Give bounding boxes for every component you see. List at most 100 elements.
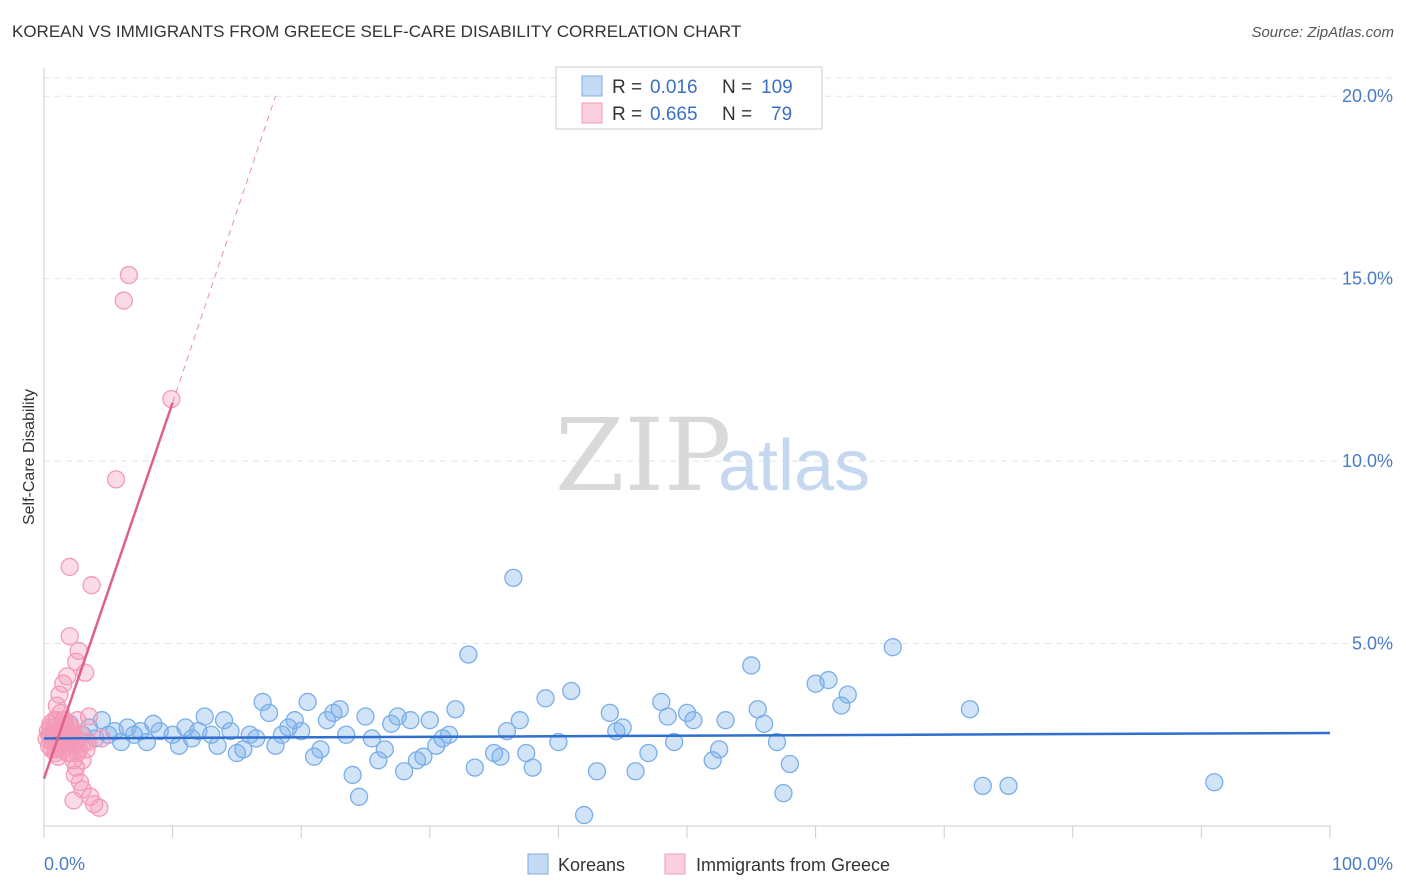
greece-point-24 — [68, 711, 87, 730]
korean-point-78 — [613, 718, 632, 737]
korean-point-32 — [259, 703, 279, 723]
legend-n-value-greece: 79 — [771, 104, 792, 125]
bottom-legend-swatch-greece — [664, 853, 686, 875]
korean-point-53 — [394, 762, 414, 781]
trend-line-greece — [42, 402, 174, 779]
trend-lines — [42, 96, 1331, 779]
chart-title: KOREAN VS IMMIGRANTS FROM GREECE SELF-CA… — [12, 22, 742, 41]
korean-point-98 — [838, 685, 857, 704]
series-legend: Koreans Immigrants from Greece — [527, 853, 890, 875]
chart-source: Source: ZipAtlas.com — [1251, 24, 1394, 41]
korean-point-31 — [253, 692, 272, 712]
watermark-zip: ZIP — [555, 397, 731, 514]
greece-point-70 — [65, 765, 85, 785]
korean-point-76 — [600, 703, 619, 723]
korean-point-71 — [536, 689, 555, 708]
korean-point-93 — [774, 784, 793, 803]
korean-point-38 — [298, 692, 317, 712]
greece-point-51 — [50, 685, 69, 704]
korean-point-91 — [755, 714, 774, 733]
korean-point-67 — [504, 568, 523, 588]
korean-point-101 — [973, 776, 992, 796]
korean-point-70 — [523, 758, 542, 777]
legend-r-value-greece: 0.665 — [650, 104, 698, 125]
korean-point-26 — [221, 721, 240, 741]
greece-point-58 — [79, 707, 99, 726]
trend-line-greece-extension — [172, 96, 276, 403]
trend-line-koreans — [43, 731, 1331, 740]
korean-point-48 — [362, 729, 382, 748]
legend-swatch-koreans — [581, 75, 603, 97]
korean-point-51 — [382, 714, 401, 733]
korean-point-41 — [317, 711, 337, 730]
bottom-legend-swatch-koreans — [527, 853, 549, 875]
legend-n-label-koreans: N = — [722, 77, 752, 98]
axes — [43, 68, 1331, 838]
legend-swatch-greece — [581, 102, 603, 124]
korean-point-24 — [208, 736, 227, 755]
greece-point-63 — [114, 291, 133, 310]
korean-point-103 — [1205, 773, 1224, 792]
y-axis-label: Self-Care Disability — [21, 389, 38, 525]
korean-point-49 — [369, 751, 388, 770]
korean-point-82 — [658, 707, 677, 726]
korean-point-63 — [465, 758, 484, 777]
korean-point-102 — [999, 776, 1018, 796]
korean-point-37 — [292, 721, 311, 741]
greece-point-60 — [60, 557, 79, 577]
korean-point-47 — [356, 707, 375, 726]
series-koreans-points — [41, 568, 1224, 825]
korean-point-62 — [459, 645, 478, 664]
korean-point-61 — [446, 700, 465, 719]
korean-point-39 — [304, 747, 324, 766]
greece-point-72 — [77, 740, 96, 759]
korean-point-54 — [401, 711, 420, 730]
korean-point-89 — [742, 656, 761, 675]
korean-point-40 — [311, 740, 330, 759]
korean-point-86 — [703, 751, 722, 770]
y-tick-label-3: 20.0% — [1342, 86, 1393, 106]
korean-point-22 — [195, 707, 214, 726]
greece-point-66 — [64, 791, 83, 810]
korean-point-50 — [375, 740, 394, 759]
korean-point-60 — [439, 725, 459, 744]
korean-point-65 — [491, 747, 510, 766]
y-tick-label-0: 5.0% — [1352, 634, 1393, 654]
y-tick-label-1: 10.0% — [1342, 451, 1393, 471]
korean-point-80 — [639, 743, 658, 763]
korean-point-100 — [960, 700, 980, 719]
legend-r-label-greece: R = — [612, 104, 642, 125]
korean-point-23 — [202, 725, 221, 744]
x-tick-label-1: 100.0% — [1332, 854, 1393, 874]
grid-lines — [44, 77, 1395, 645]
korean-point-36 — [285, 711, 304, 730]
korean-point-25 — [214, 711, 234, 730]
greece-point-54 — [60, 627, 79, 646]
legend-r-label-koreans: R = — [612, 77, 642, 98]
korean-point-96 — [819, 670, 838, 690]
y-tick-labels: 5.0% 10.0% 15.0% 20.0% — [1342, 86, 1393, 653]
korean-point-83 — [664, 732, 684, 752]
greece-point-23 — [67, 758, 86, 777]
x-tick-labels: 0.0% 100.0% — [44, 854, 1393, 874]
korean-point-72 — [549, 732, 568, 752]
legend-n-value-koreans: 109 — [761, 77, 793, 98]
greece-point-50 — [47, 696, 67, 715]
bottom-legend-greece: Immigrants from Greece — [696, 855, 890, 875]
korean-point-56 — [414, 747, 433, 766]
korean-point-87 — [710, 740, 729, 759]
greece-point-62 — [106, 470, 126, 489]
korean-point-68 — [510, 711, 529, 730]
korean-point-43 — [330, 700, 349, 719]
watermark: ZIP atlas — [555, 397, 870, 514]
greece-point-69 — [90, 798, 109, 817]
korean-point-74 — [574, 805, 594, 825]
greece-point-61 — [82, 576, 101, 595]
y-tick-label-2: 15.0% — [1342, 269, 1393, 289]
korean-point-88 — [716, 711, 735, 730]
korean-point-85 — [684, 711, 703, 730]
korean-point-34 — [272, 725, 292, 744]
korean-point-57 — [420, 711, 439, 730]
korean-point-45 — [343, 765, 362, 785]
